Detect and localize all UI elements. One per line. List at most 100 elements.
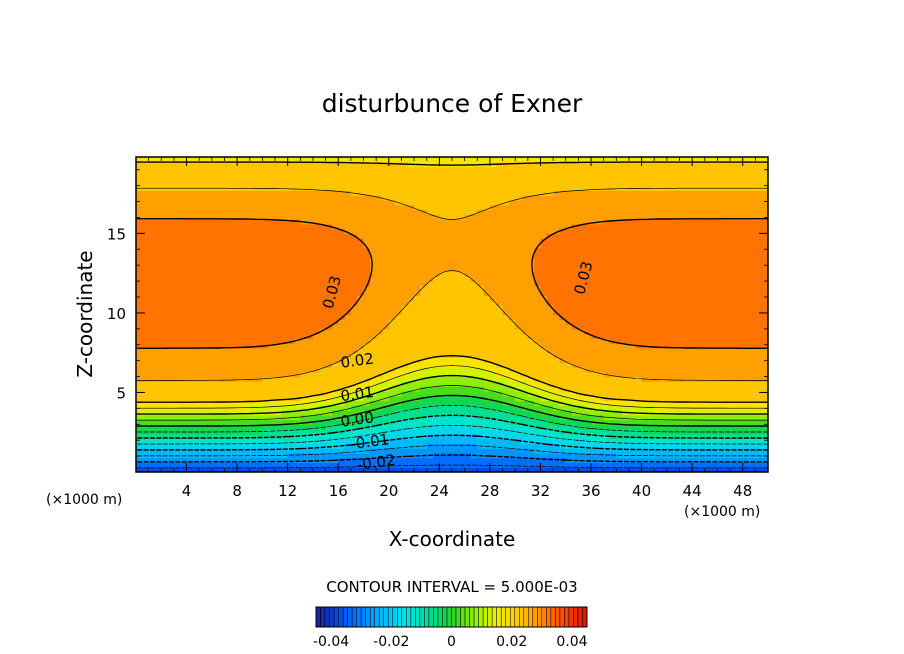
contour-cell — [578, 448, 586, 454]
contour-cell — [572, 262, 579, 268]
contour-cell — [597, 409, 605, 416]
contour-cell — [628, 381, 636, 387]
contour-cell — [445, 238, 453, 244]
contour-cell — [704, 414, 712, 421]
contour-cell — [452, 386, 459, 392]
contour-cell — [622, 281, 630, 287]
contour-cell — [338, 448, 346, 454]
contour-cell — [755, 247, 763, 254]
contour-cell — [287, 314, 295, 320]
contour-cell — [597, 457, 605, 464]
contour-cell — [376, 443, 384, 449]
contour-cell — [344, 262, 352, 268]
contour-cell — [414, 381, 421, 387]
contour-cell — [736, 443, 744, 449]
contour-cell — [610, 266, 617, 273]
contour-cell — [275, 276, 282, 282]
contour-cell — [628, 376, 636, 382]
contour-cell — [357, 266, 365, 273]
contour-cell — [287, 262, 295, 268]
contour-cell — [186, 433, 194, 440]
contour-cell — [420, 405, 428, 411]
contour-cell — [521, 371, 529, 378]
contour-cell — [211, 462, 219, 468]
contour-cell — [591, 295, 598, 301]
contour-cell — [249, 414, 257, 421]
contour-cell — [591, 319, 598, 325]
contour-cell — [312, 233, 320, 239]
contour-cell — [180, 314, 188, 320]
contour-cell — [388, 462, 396, 468]
contour-cell — [591, 271, 598, 277]
contour-cell — [218, 281, 226, 287]
contour-cell — [508, 362, 516, 368]
contour-cell — [268, 414, 276, 421]
contour-cell — [243, 285, 251, 292]
contour-cell — [610, 304, 617, 311]
contour-cell — [395, 352, 403, 359]
contour-cell — [483, 257, 491, 263]
contour-cell — [717, 290, 725, 297]
contour-cell — [382, 414, 390, 421]
contour-cell — [717, 381, 725, 387]
contour-cell — [256, 271, 263, 277]
contour-cell — [502, 319, 510, 325]
contour-cell — [161, 266, 169, 273]
contour-cell — [344, 285, 352, 292]
contour-cell — [154, 448, 162, 454]
contour-cell — [483, 304, 491, 311]
contour-cell — [685, 367, 693, 373]
contour-cell — [628, 414, 636, 421]
contour-cell — [654, 285, 662, 292]
contour-cell — [192, 238, 200, 244]
contour-cell — [622, 314, 630, 320]
contour-cell — [508, 467, 516, 472]
contour-cell — [616, 333, 624, 339]
contour-cell — [218, 338, 226, 344]
contour-cell — [647, 328, 655, 335]
contour-cell — [603, 386, 611, 392]
contour-cell — [180, 457, 188, 464]
contour-cell — [426, 319, 434, 325]
contour-cell — [647, 247, 655, 254]
contour-cell — [136, 409, 143, 416]
contour-cell — [565, 452, 573, 459]
contour-cell — [407, 386, 415, 392]
contour-cell — [173, 276, 181, 282]
contour-cell — [401, 357, 409, 363]
contour-cell — [369, 319, 377, 325]
contour-cell — [357, 433, 365, 440]
contour-cell — [742, 390, 750, 397]
contour-cell — [357, 271, 365, 277]
contour-cell — [723, 443, 731, 449]
contour-cell — [641, 252, 649, 258]
contour-cell — [262, 419, 270, 425]
contour-cell — [508, 357, 516, 363]
contour-cell — [148, 319, 156, 325]
contour-cell — [730, 443, 737, 449]
contour-cell — [294, 309, 301, 316]
contour-cell — [300, 295, 308, 301]
contour-cell — [452, 424, 459, 430]
contour-cell — [730, 238, 737, 244]
contour-cell — [224, 367, 232, 373]
contour-cell — [692, 438, 700, 444]
contour-cell — [243, 362, 251, 368]
contour-cell — [470, 400, 478, 406]
contour-cell — [666, 309, 674, 316]
contour-cell — [489, 271, 497, 277]
contour-cell — [224, 314, 232, 320]
contour-cell — [262, 285, 270, 292]
contour-cell — [515, 405, 523, 411]
contour-cell — [666, 390, 674, 397]
contour-cell — [717, 238, 725, 244]
contour-cell — [508, 409, 516, 416]
contour-cell — [559, 324, 567, 330]
contour-cell — [755, 371, 763, 378]
contour-cell — [534, 338, 542, 344]
contour-cell — [376, 276, 384, 282]
contour-cell — [565, 252, 573, 258]
contour-cell — [414, 467, 421, 472]
contour-cell — [173, 381, 181, 387]
contour-cell — [698, 304, 706, 311]
